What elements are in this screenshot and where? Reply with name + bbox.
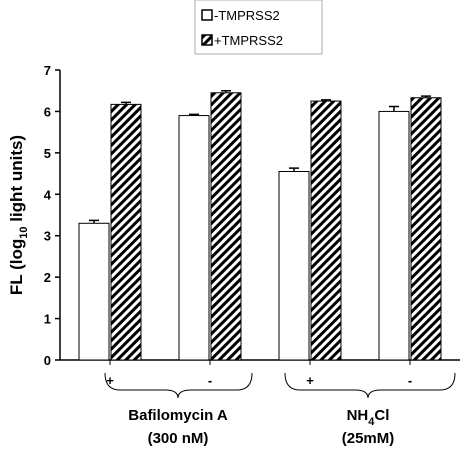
group-label-part: Bafilomycin A	[128, 407, 228, 424]
y-tick-label: 5	[44, 146, 51, 161]
y-tick-label: 0	[44, 353, 51, 368]
x-tick-label: -	[208, 373, 212, 388]
group-detail: (25mM)	[342, 430, 395, 447]
y-axis-label: FL (log10 light units)	[7, 135, 30, 295]
group-label-subscript: 4	[368, 416, 375, 428]
bar	[78, 222, 110, 361]
legend-label: -TMPRSS2	[214, 8, 280, 23]
group-detail: (300 nM)	[148, 430, 209, 447]
legend-swatch	[201, 34, 213, 46]
y-tick-label: 7	[44, 63, 51, 78]
y-tick-label: 3	[44, 229, 51, 244]
group-label: Bafilomycin A	[128, 407, 228, 424]
group-label-part: NH	[347, 407, 369, 424]
error-bar	[289, 167, 299, 172]
y-tick-label: 2	[44, 270, 51, 285]
bar	[178, 115, 210, 361]
legend-label: +TMPRSS2	[214, 33, 283, 48]
x-tick-label: -	[408, 373, 412, 388]
y-tick-label: 6	[44, 104, 51, 119]
legend-swatch	[201, 9, 213, 21]
y-tick-label: 1	[44, 312, 51, 327]
x-tick-label: +	[306, 373, 314, 388]
legend-box	[194, 0, 323, 55]
bar	[410, 97, 442, 361]
group-label: NH4Cl	[347, 407, 390, 428]
y-label-part: light units)	[7, 135, 26, 227]
bar	[278, 171, 310, 361]
bar	[110, 103, 142, 361]
brace	[104, 372, 253, 399]
bar	[378, 110, 410, 361]
group-label-part: Cl	[374, 407, 389, 424]
y-label-part: FL (log	[7, 239, 26, 295]
x-tick-label: +	[106, 373, 114, 388]
bar	[310, 100, 342, 361]
error-bar	[389, 105, 399, 112]
brace	[284, 372, 456, 399]
y-tick-label: 4	[44, 187, 52, 202]
y-label-subscript: 10	[18, 227, 30, 239]
bar	[210, 92, 242, 361]
